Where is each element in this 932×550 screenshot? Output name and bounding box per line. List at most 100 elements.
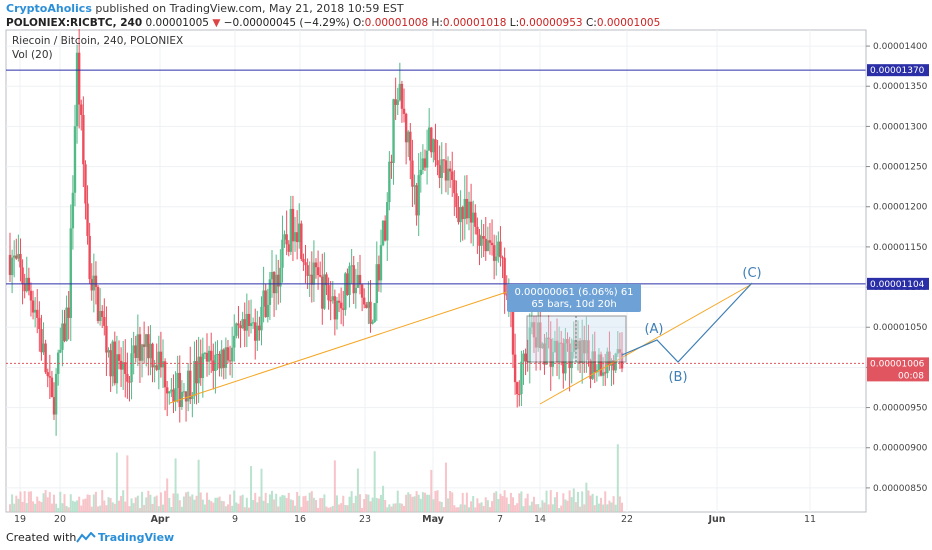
candle <box>308 274 311 276</box>
close-label: C: <box>585 17 597 29</box>
time-tick-label: 23 <box>359 514 371 524</box>
candle <box>427 127 431 151</box>
chart-pane[interactable] <box>5 29 867 513</box>
volume-bar <box>136 495 139 512</box>
volume-bar <box>145 497 148 512</box>
candle <box>513 354 517 383</box>
candle <box>381 220 385 246</box>
volume-bar <box>482 506 485 512</box>
volume-bar <box>375 498 378 512</box>
volume-bar <box>436 490 439 512</box>
candle <box>184 391 188 402</box>
candle <box>115 354 119 384</box>
volume-bar <box>97 506 100 512</box>
time-tick-label: 19 <box>14 514 26 524</box>
candle <box>583 340 586 354</box>
candle <box>350 265 353 267</box>
volume-bar <box>250 466 253 512</box>
candle <box>595 370 599 373</box>
candle <box>230 347 234 362</box>
volume-bar <box>304 495 307 512</box>
candle <box>84 164 87 204</box>
wave-label: (A) <box>644 322 663 337</box>
time-tick-label: Apr <box>151 514 170 524</box>
tradingview-brand[interactable]: TradingView <box>98 531 175 544</box>
publish-header: CryptoAholics published on TradingView.c… <box>6 2 404 16</box>
candle <box>287 244 290 252</box>
candle <box>182 391 186 393</box>
price-line-badge-label: 0.00001104 <box>870 280 925 290</box>
volume-bar <box>562 493 565 512</box>
last-price-badge-label: 0.00001006 <box>870 359 925 369</box>
candle <box>390 161 393 163</box>
volume-bar <box>388 504 391 512</box>
candle <box>50 377 54 398</box>
volume-bar <box>216 497 219 512</box>
candle <box>591 351 594 379</box>
volume-bar <box>348 496 351 512</box>
candle <box>342 308 345 310</box>
elliott-projection[interactable] <box>621 282 753 363</box>
candle <box>398 83 402 101</box>
volume-bar <box>608 500 611 512</box>
last-price-timer: 00:08 <box>898 371 924 381</box>
wave-label: (C) <box>742 266 761 281</box>
time-axis: 19 20 Apr 9 16 23 May 7 14 22 Jun 11 <box>14 514 816 524</box>
volume-bar <box>409 494 412 512</box>
volume-bar <box>279 496 282 512</box>
volume-bar <box>528 505 531 512</box>
support-trendline[interactable] <box>169 290 511 404</box>
volume-bar <box>331 505 334 512</box>
volume-bar <box>310 491 313 512</box>
open-label: O: <box>353 17 365 29</box>
wave-label: (B) <box>668 370 687 385</box>
volume-bar <box>32 501 35 512</box>
candle <box>40 329 43 353</box>
volume-bar <box>27 491 30 512</box>
candle <box>176 372 179 389</box>
candle <box>419 169 422 176</box>
candle <box>12 255 16 258</box>
volume-bar <box>199 492 202 512</box>
candle <box>383 220 387 241</box>
channel-trendline[interactable] <box>539 283 753 405</box>
volume-bar <box>493 492 496 512</box>
candle <box>348 266 351 296</box>
candle <box>29 290 33 301</box>
grid <box>6 30 866 512</box>
candle <box>465 198 469 219</box>
volume-bar <box>115 452 118 512</box>
candle <box>467 201 471 219</box>
volume-bar <box>570 497 573 512</box>
volume-bar <box>201 499 204 512</box>
volume-bar <box>327 507 330 512</box>
candle <box>237 323 240 326</box>
high-label: H: <box>431 17 443 29</box>
measure-label-line2: 65 bars, 10d 20h <box>531 299 616 310</box>
candle <box>499 241 502 258</box>
candle <box>298 223 301 243</box>
candle <box>291 208 295 242</box>
candle <box>614 353 617 371</box>
candle <box>306 265 309 276</box>
candle <box>438 165 441 178</box>
volume-bar <box>491 501 494 512</box>
volume-bar <box>109 497 112 512</box>
author-link[interactable]: CryptoAholics <box>6 2 92 15</box>
candle <box>142 344 146 347</box>
volume-bar <box>65 506 68 512</box>
volume-bar <box>560 505 563 512</box>
volume-bar <box>153 496 156 512</box>
candle <box>10 257 14 276</box>
volume-bar <box>591 493 594 512</box>
measure-box[interactable] <box>526 315 627 363</box>
high-value: 0.00001018 <box>442 17 507 29</box>
volume-bar <box>359 494 362 512</box>
volume-bar <box>80 505 83 512</box>
candle <box>593 351 596 373</box>
candle <box>159 351 163 368</box>
volume-bar <box>212 502 215 512</box>
volume-bar <box>597 503 600 512</box>
volume-bar <box>333 460 336 512</box>
